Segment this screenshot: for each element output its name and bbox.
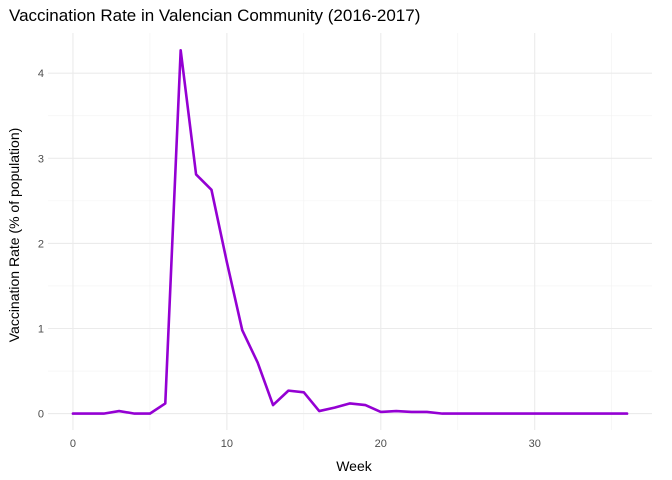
y-axis-title: Vaccination Rate (% of population) — [6, 128, 22, 343]
y-tick-label: 1 — [38, 324, 44, 336]
chart-title: Vaccination Rate in Valencian Community … — [9, 6, 420, 25]
series-layer — [71, 48, 629, 415]
x-tick-label: 20 — [375, 438, 387, 450]
y-tick-label: 2 — [38, 238, 44, 250]
x-tick-label: 10 — [221, 438, 233, 450]
y-tick-label: 0 — [38, 409, 44, 421]
y-tick-label: 4 — [38, 68, 44, 80]
x-tick-label: 30 — [529, 438, 541, 450]
x-axis-title: Week — [336, 458, 373, 474]
grid — [48, 33, 652, 430]
y-tick-label: 3 — [38, 153, 44, 165]
series-line — [71, 48, 629, 415]
x-tick-label: 0 — [70, 438, 76, 450]
tick-labels: 0 10 20 30 0 1 2 3 4 — [38, 68, 541, 450]
